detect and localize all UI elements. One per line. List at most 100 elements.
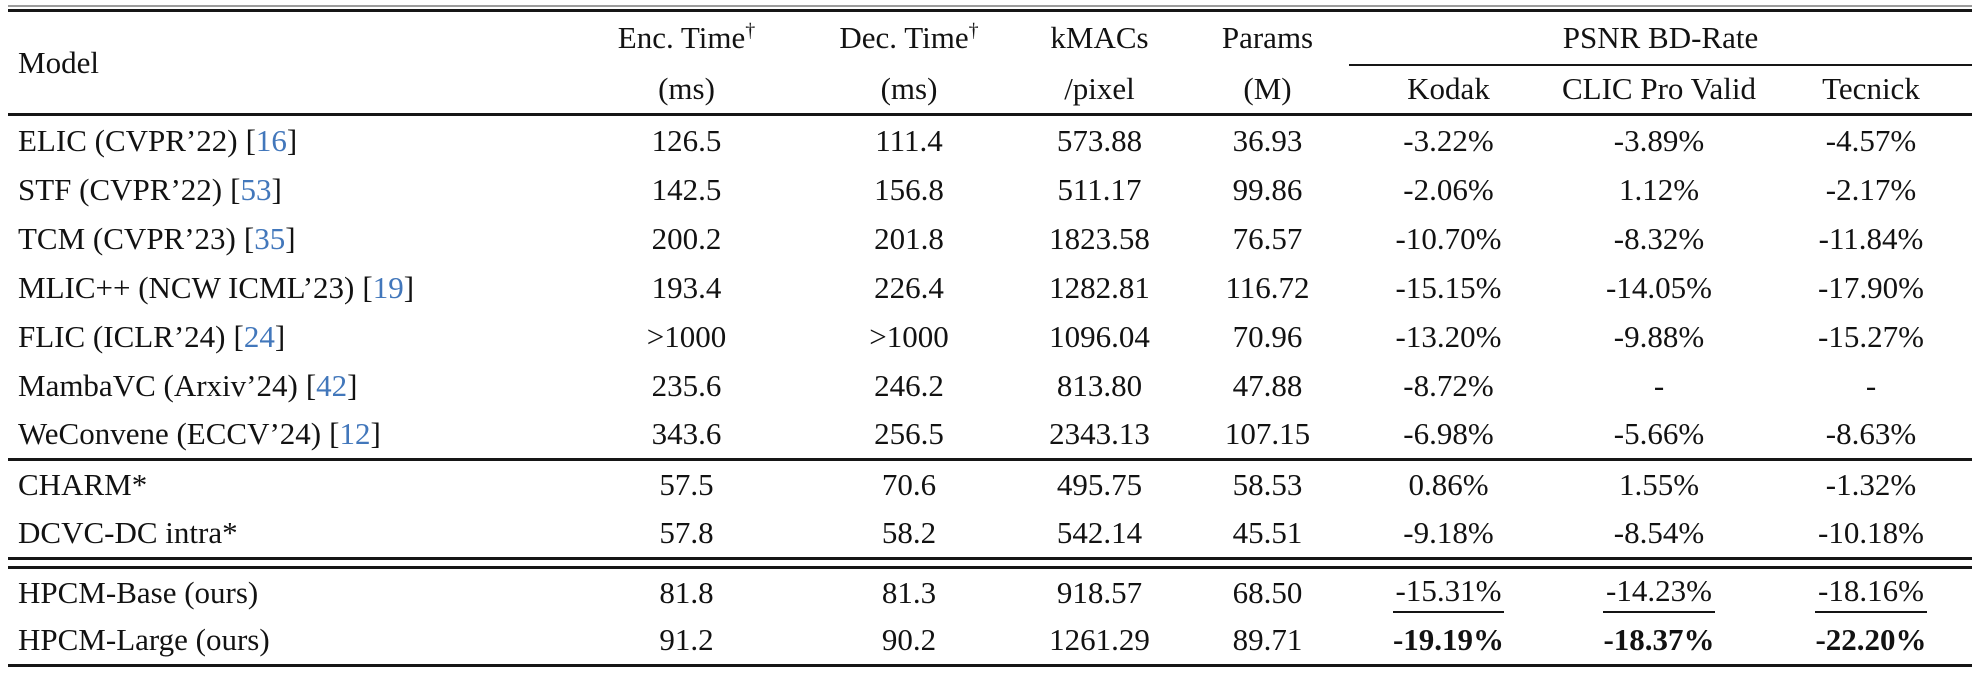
- tecnick-bd-cell: -1.32%: [1825, 467, 1917, 502]
- col-header-enc-unit: (ms): [658, 70, 715, 106]
- table-row: STF (CVPR’22) [53] 142.5 156.8 511.17 99.…: [8, 165, 1972, 214]
- clic-bd-cell: -: [1653, 367, 1665, 403]
- citation-bracket: [: [362, 269, 373, 305]
- params-cell: 68.50: [1232, 574, 1303, 610]
- kodak-bd-cell: -2.06%: [1403, 171, 1494, 207]
- model-name: STF (CVPR’22): [18, 171, 223, 207]
- group-header-psnr-bd-rate: PSNR BD-Rate: [1349, 10, 1972, 66]
- params-cell: 36.93: [1232, 122, 1303, 158]
- model-name: HPCM-Base (ours): [18, 574, 259, 610]
- dagger-icon: †: [968, 19, 979, 42]
- table-row: CHARM* 57.5 70.6 495.75 58.53 0.86% 1.55…: [8, 461, 1972, 510]
- model-cell: HPCM-Large (ours): [8, 617, 568, 666]
- kodak-bd-cell: -15.15%: [1395, 269, 1502, 305]
- dec-time-cell: 111.4: [875, 122, 943, 158]
- clic-bd-cell: -8.54%: [1613, 515, 1705, 551]
- col-header-clic-pro-valid: CLIC Pro Valid: [1561, 71, 1757, 107]
- kodak-bd-cell: -15.31%: [1349, 568, 1548, 617]
- table-row: WeConvene (ECCV’24) [12] 343.6 256.5 2343…: [8, 410, 1972, 459]
- clic-bd-cell: -3.89%: [1613, 122, 1705, 158]
- section-separator-rule: [8, 457, 1972, 462]
- clic-bd-cell: 1.55%: [1618, 467, 1700, 502]
- kmacs-cell: 495.75: [1056, 467, 1143, 502]
- model-name: MambaVC (Arxiv’24): [18, 367, 298, 403]
- model-cell: TCM (CVPR’23) [35]: [8, 214, 568, 263]
- citation-link[interactable]: 12: [339, 415, 371, 451]
- enc-time-cell: 57.8: [659, 515, 714, 551]
- dec-time-cell: 226.4: [874, 269, 944, 305]
- col-header-tecnick: Tecnick: [1822, 71, 1920, 107]
- citation-bracket: ]: [286, 122, 298, 158]
- model-name: FLIC (ICLR’24): [18, 318, 226, 354]
- model-name: CHARM*: [18, 467, 148, 502]
- enc-time-cell: 343.6: [651, 415, 722, 451]
- table-row: DCVC-DC intra* 57.8 58.2 542.14 45.51 -9…: [8, 510, 1972, 559]
- kodak-bd-cell: -10.70%: [1395, 220, 1502, 256]
- kmacs-cell: 2343.13: [1049, 415, 1150, 451]
- table-row: TCM (CVPR’23) [35] 200.2 201.8 1823.58 76…: [8, 214, 1972, 263]
- kodak-bd-cell: -6.98%: [1403, 415, 1494, 451]
- citation-link[interactable]: 35: [254, 220, 286, 256]
- model-name: ELIC (CVPR’22): [18, 122, 238, 158]
- dec-time-cell: 256.5: [874, 415, 944, 451]
- header-row-2: (ms) (ms) /pixel (M) Kodak CLIC Pro Vali…: [8, 65, 1972, 115]
- citation-link[interactable]: 16: [255, 122, 287, 158]
- enc-time-cell: 193.4: [651, 269, 722, 305]
- params-cell: 76.57: [1232, 220, 1303, 256]
- citation-bracket: [: [305, 367, 317, 403]
- kmacs-cell: 573.88: [1056, 122, 1143, 158]
- citation-link[interactable]: 42: [316, 367, 348, 403]
- params-cell: 58.53: [1232, 467, 1303, 502]
- kmacs-cell: 1282.81: [1049, 269, 1150, 305]
- dec-time-cell: 201.8: [874, 220, 944, 256]
- results-table: Model Enc. Time† Dec. Time† kMACs Params…: [8, 5, 1972, 668]
- kodak-bd-cell: 0.86%: [1408, 467, 1489, 502]
- col-header-dec-time: Dec. Time†: [805, 11, 1013, 65]
- citation-link[interactable]: 53: [240, 171, 272, 207]
- tecnick-bd-cell: -18.16%: [1770, 568, 1972, 617]
- table-row: MambaVC (Arxiv’24) [42] 235.6 246.2 813.8…: [8, 361, 1972, 410]
- kmacs-cell: 511.17: [1057, 171, 1142, 207]
- dec-time-cell: 58.2: [881, 515, 937, 551]
- enc-time-cell: 81.8: [659, 574, 714, 610]
- col-header-params: Params: [1221, 20, 1314, 56]
- model-cell: WeConvene (ECCV’24) [12]: [8, 410, 568, 459]
- kmacs-cell: 1096.04: [1049, 318, 1150, 354]
- enc-time-cell: 142.5: [651, 171, 722, 207]
- model-cell: ELIC (CVPR’22) [16]: [8, 116, 568, 165]
- tecnick-bd-cell: -8.63%: [1825, 415, 1917, 451]
- tecnick-bd-cell: -17.90%: [1818, 269, 1924, 305]
- tecnick-bd-cell: -10.18%: [1818, 515, 1924, 551]
- kodak-bd-cell: -3.22%: [1403, 122, 1494, 158]
- citation-bracket: ]: [370, 415, 381, 451]
- underlined-value: -14.23%: [1603, 573, 1715, 613]
- citation-link[interactable]: 24: [243, 318, 275, 354]
- kodak-bd-cell: -9.18%: [1403, 515, 1494, 551]
- model-name: TCM (CVPR’23): [18, 220, 236, 256]
- col-header-kmacs-unit: /pixel: [1064, 70, 1135, 106]
- params-cell: 45.51: [1232, 515, 1303, 551]
- header-row-1: Model Enc. Time† Dec. Time† kMACs Params…: [8, 10, 1972, 80]
- model-cell: MambaVC (Arxiv’24) [42]: [8, 361, 568, 410]
- clic-bd-cell: -18.37%: [1603, 622, 1715, 658]
- tecnick-bd-cell: -2.17%: [1825, 171, 1917, 207]
- model-cell: FLIC (ICLR’24) [24]: [8, 312, 568, 361]
- citation-link[interactable]: 19: [372, 269, 404, 305]
- citation-bracket: ]: [274, 318, 286, 354]
- underlined-value: -15.31%: [1392, 573, 1505, 613]
- header-separator-rule: [8, 113, 1972, 117]
- col-header-model-label: Model: [18, 44, 99, 80]
- dagger-icon: †: [745, 19, 756, 42]
- kmacs-cell: 813.80: [1056, 367, 1143, 403]
- dec-time-cell: 246.2: [874, 367, 944, 403]
- citation-bracket: ]: [271, 171, 282, 207]
- table-row: MLIC++ (NCW ICML’23) [19] 193.4 226.4 128…: [8, 263, 1972, 312]
- clic-bd-cell: -14.23%: [1548, 568, 1770, 617]
- clic-bd-cell: -9.88%: [1613, 318, 1705, 354]
- params-cell: 47.88: [1232, 367, 1303, 403]
- model-name: DCVC-DC intra*: [18, 515, 238, 551]
- citation-bracket: [: [245, 122, 256, 158]
- col-header-enc-time: Enc. Time†: [568, 11, 805, 65]
- underlined-value: -18.16%: [1815, 573, 1927, 613]
- dec-time-label: Dec. Time: [839, 20, 969, 56]
